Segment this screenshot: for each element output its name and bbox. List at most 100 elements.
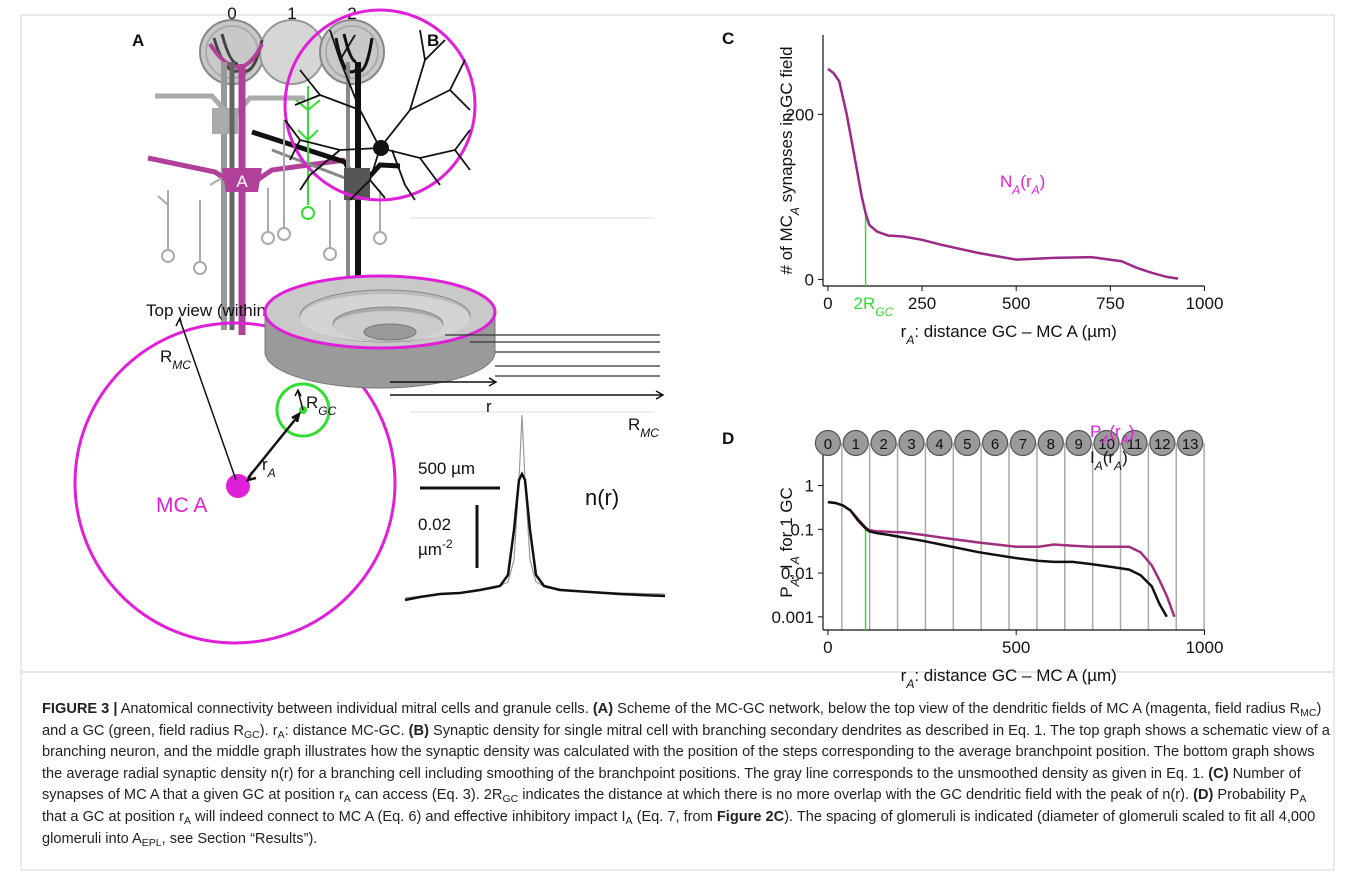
label-part: (r bbox=[1020, 172, 1032, 191]
label-sub: A bbox=[1031, 183, 1040, 197]
label-sub: A bbox=[905, 677, 914, 691]
label-sub: A bbox=[1120, 433, 1129, 447]
caption-part: A bbox=[278, 729, 285, 741]
r-a-label: rA bbox=[262, 455, 276, 480]
label-sub: MC bbox=[640, 426, 659, 440]
x-axis-label: rA: distance GC – MC A (µm) bbox=[901, 322, 1117, 347]
label-part: R bbox=[160, 347, 172, 366]
x-tick-label: 500 bbox=[1002, 294, 1030, 313]
label-sub: MC bbox=[172, 358, 191, 372]
series-label: IA(rA) bbox=[1090, 448, 1128, 473]
label-sub: A bbox=[1011, 183, 1020, 197]
mc-a-label: MC A bbox=[156, 494, 207, 517]
label-sub: A bbox=[1113, 459, 1122, 473]
caption: FIGURE 3 | Anatomical connectivity betwe… bbox=[42, 699, 1330, 850]
r-mc-label: RMC bbox=[160, 347, 191, 372]
label-part: P bbox=[1090, 422, 1101, 441]
x-tick-label: 1000 bbox=[1186, 638, 1224, 657]
label-part: # of MC bbox=[777, 215, 796, 275]
label-part: R bbox=[306, 393, 318, 412]
caption-part: Anatomical connectivity between individu… bbox=[117, 701, 592, 717]
label-sub: A bbox=[788, 556, 802, 565]
scale-x-label: 500 µm bbox=[418, 459, 475, 478]
density-steps bbox=[265, 276, 663, 399]
panel-letter: D bbox=[722, 429, 734, 448]
scale-y-unit: µm-2 bbox=[418, 537, 453, 559]
glomerulus-label: 12 bbox=[1154, 436, 1171, 453]
r-gc-label: RGC bbox=[306, 393, 337, 418]
caption-part: Figure 2C bbox=[717, 809, 784, 825]
series-label: NA(rA) bbox=[1000, 172, 1045, 197]
y-tick-label: 0.001 bbox=[771, 608, 814, 627]
label-sub: GC bbox=[875, 305, 893, 319]
series-line bbox=[828, 502, 1167, 617]
label-part: P bbox=[777, 586, 796, 597]
caption-part: GC bbox=[502, 793, 518, 805]
panel-letter: C bbox=[722, 29, 734, 48]
caption-part: (A) bbox=[593, 701, 613, 717]
glomerulus-label: 0 bbox=[824, 436, 832, 453]
r-mc-label: RMC bbox=[628, 415, 659, 440]
glomerulus-label: 2 bbox=[879, 436, 887, 453]
label-sub: GC bbox=[318, 404, 336, 418]
label-sub: A bbox=[1100, 433, 1109, 447]
label-sub: A bbox=[788, 207, 802, 216]
label-part: synapses in GC field bbox=[777, 46, 796, 207]
caption-part: that a GC at position r bbox=[42, 809, 184, 825]
glomerulus-label: 0 bbox=[227, 4, 236, 23]
x-tick-label: 1000 bbox=[1186, 294, 1224, 313]
glomerulus-label: 3 bbox=[907, 436, 915, 453]
caption-part: indicates the distance at which there is… bbox=[518, 787, 1193, 803]
caption-part: (Eq. 7, from bbox=[633, 809, 717, 825]
series-line bbox=[828, 502, 1175, 617]
label-part: (r bbox=[1103, 448, 1115, 467]
label-part: : distance GC – MC A (µm) bbox=[914, 666, 1117, 685]
cell-label: A bbox=[236, 172, 248, 191]
x-tick-label: 0 bbox=[823, 294, 832, 313]
caption-part: can access (Eq. 3). 2R bbox=[351, 787, 503, 803]
caption-part: A bbox=[1299, 793, 1306, 805]
caption-part: , see Section “Results”). bbox=[162, 831, 318, 847]
caption-part: A bbox=[184, 815, 191, 827]
label-part: ) bbox=[1122, 448, 1128, 467]
label-sup: -2 bbox=[442, 537, 453, 551]
caption-part: MC bbox=[1300, 707, 1316, 719]
r-label: r bbox=[486, 397, 492, 416]
y-axis-label: # of MCA synapses in GC field bbox=[777, 46, 802, 274]
caption-part: (C) bbox=[1208, 766, 1228, 782]
label-part: (r bbox=[1109, 422, 1121, 441]
caption-part: (D) bbox=[1193, 787, 1213, 803]
caption-part: A bbox=[344, 793, 351, 805]
caption-part: : distance MC-GC. bbox=[285, 723, 409, 739]
y-tick-label: 1 bbox=[805, 477, 814, 496]
x-tick-label: 250 bbox=[908, 294, 936, 313]
label-sub: A bbox=[788, 578, 802, 587]
density-label: n(r) bbox=[585, 485, 619, 510]
label-part: for 1 GC bbox=[777, 487, 796, 556]
label-sub: A bbox=[267, 466, 276, 480]
glomerulus-label: 1 bbox=[852, 436, 860, 453]
x-tick-label: 750 bbox=[1096, 294, 1124, 313]
caption-part: ). r bbox=[260, 723, 278, 739]
label-part: ) bbox=[1040, 172, 1046, 191]
label-part: : distance GC – MC A (µm) bbox=[914, 322, 1117, 341]
density-profile bbox=[405, 415, 665, 600]
scale-y-label: 0.02 bbox=[418, 515, 451, 534]
x-tick-label: 0 bbox=[823, 638, 832, 657]
label-sub: A bbox=[1094, 459, 1103, 473]
x-tick-label: 500 bbox=[1002, 638, 1030, 657]
caption-part: GC bbox=[244, 729, 260, 741]
caption-part: Scheme of the MC-GC network, below the t… bbox=[613, 701, 1300, 717]
glomerulus-label: 8 bbox=[1047, 436, 1055, 453]
x-axis-label: rA: distance GC – MC A (µm) bbox=[901, 666, 1117, 691]
label-part: , I bbox=[777, 564, 796, 578]
label-part: N bbox=[1000, 172, 1012, 191]
glomerulus-label: 9 bbox=[1075, 436, 1083, 453]
glomerulus-label: 6 bbox=[991, 436, 999, 453]
label-sub: A bbox=[905, 333, 914, 347]
caption-part: A bbox=[626, 815, 633, 827]
glomerulus-label: 4 bbox=[935, 436, 943, 453]
glomerulus-label: 5 bbox=[963, 436, 971, 453]
label-part: µm bbox=[418, 540, 442, 559]
glomerulus-label: 13 bbox=[1182, 436, 1199, 453]
